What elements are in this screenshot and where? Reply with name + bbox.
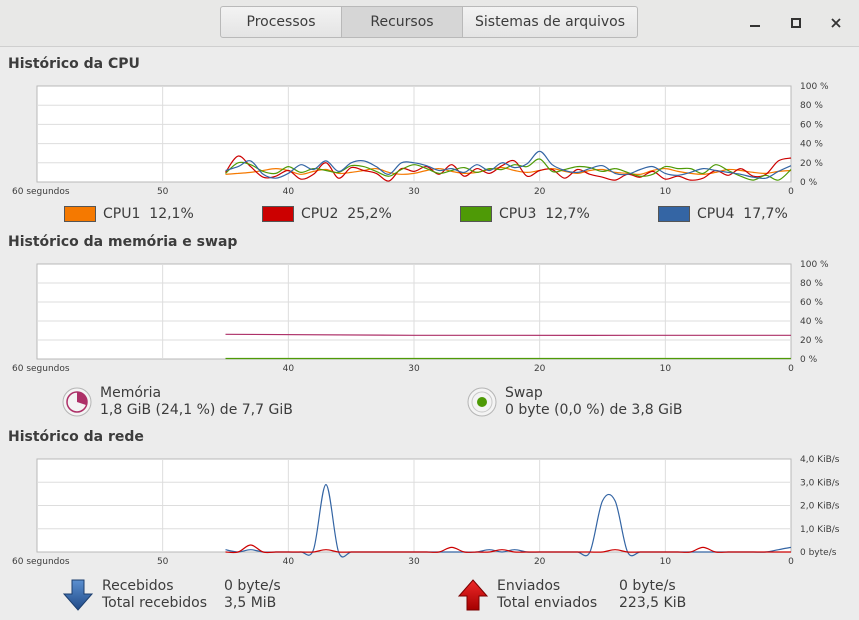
cpu-y-tick-label: 100 % (800, 82, 829, 92)
cpu1-legend: CPU1 12,1% (64, 206, 194, 222)
cpu2-color-swatch[interactable] (262, 206, 294, 222)
memory-y-tick-label: 60 % (800, 298, 823, 308)
cpu-series-cpu4 (225, 150, 792, 180)
memory-history-title: Histórico da memória e swap (8, 234, 238, 250)
memory-x-tick-label: 10 (660, 364, 672, 374)
network-y-tick-label: 4,0 KiB/s (800, 455, 840, 465)
cpu-x-tick-label: 60 segundos (12, 187, 70, 197)
network-y-tick-label: 0 byte/s (800, 548, 837, 558)
cpu-x-tick-label: 10 (660, 187, 672, 197)
memory-label: Memória (100, 385, 162, 401)
total-received-label: Total recebidos (102, 595, 208, 611)
download-arrow-icon[interactable] (62, 578, 94, 612)
memory-x-tick-label: 20 (534, 364, 546, 374)
memory-y-tick-label: 20 % (800, 336, 823, 346)
cpu-series-cpu2 (225, 155, 792, 182)
cpu2-legend: CPU2 25,2% (262, 206, 392, 222)
memory-y-tick-label: 40 % (800, 317, 823, 327)
cpu2-label: CPU2 (301, 206, 339, 222)
close-icon (831, 18, 841, 28)
cpu3-legend: CPU3 12,7% (460, 206, 590, 222)
swap-legend: Swap 0 byte (0,0 %) de 3,8 GiB (467, 385, 682, 419)
memory-y-tick-label: 0 % (800, 355, 818, 365)
cpu1-label: CPU1 (103, 206, 141, 222)
tab-sistemas-de-arquivos[interactable]: Sistemas de arquivos (463, 6, 638, 38)
tab-processos[interactable]: Processos (220, 6, 342, 38)
cpu-x-tick-label: 20 (534, 187, 546, 197)
network-x-tick-label: 10 (660, 557, 672, 567)
memory-x-tick-label: 40 (283, 364, 295, 374)
network-series-recebidos (225, 483, 792, 558)
network-x-tick-label: 30 (408, 557, 420, 567)
total-sent-label: Total enviados (497, 595, 598, 611)
memory-pie-icon[interactable] (62, 387, 92, 417)
network-x-tick-label: 40 (283, 557, 295, 567)
cpu-series-cpu3 (225, 158, 792, 181)
sent-legend: Enviados 0 byte/s Total enviados 223,5 K… (457, 578, 686, 612)
memory-x-tick-label: 0 (788, 364, 794, 374)
total-received-value: 3,5 MiB (224, 595, 277, 611)
network-history-title: Histórico da rede (8, 429, 144, 445)
swap-pie-icon[interactable] (467, 387, 497, 417)
memory-plot-area (36, 263, 792, 360)
received-label: Recebidos (102, 578, 174, 594)
network-series-enviados (225, 544, 791, 554)
received-rate: 0 byte/s (224, 578, 281, 594)
cpu1-value: 12,1% (149, 206, 194, 222)
network-plot-area (36, 458, 792, 553)
cpu2-value: 25,2% (347, 206, 392, 222)
network-x-tick-label: 50 (157, 557, 169, 567)
cpu-plot-area (36, 85, 792, 183)
network-x-tick-label: 60 segundos (12, 557, 70, 567)
total-sent-value: 223,5 KiB (619, 595, 687, 611)
cpu-y-tick-label: 20 % (800, 159, 823, 169)
maximize-button[interactable] (785, 12, 807, 34)
network-x-tick-label: 20 (534, 557, 546, 567)
cpu-y-tick-label: 60 % (800, 120, 823, 130)
cpu-y-tick-label: 0 % (800, 178, 818, 188)
network-y-tick-label: 3,0 KiB/s (800, 478, 840, 488)
cpu-x-tick-label: 30 (408, 187, 420, 197)
cpu3-color-swatch[interactable] (460, 206, 492, 222)
memory-y-tick-label: 80 % (800, 279, 823, 289)
memory-series-memória (225, 333, 792, 336)
network-y-tick-label: 2,0 KiB/s (800, 502, 840, 512)
cpu3-label: CPU3 (499, 206, 537, 222)
cpu4-color-swatch[interactable] (658, 206, 690, 222)
cpu3-value: 12,7% (545, 206, 590, 222)
swap-label: Swap (505, 385, 543, 401)
cpu-x-tick-label: 50 (157, 187, 169, 197)
minimize-icon (750, 25, 760, 27)
cpu-y-tick-label: 40 % (800, 140, 823, 150)
memory-x-tick-label: 30 (408, 364, 420, 374)
cpu-x-tick-label: 0 (788, 187, 794, 197)
cpu1-color-swatch[interactable] (64, 206, 96, 222)
minimize-button[interactable] (744, 12, 766, 34)
cpu-x-tick-label: 40 (283, 187, 295, 197)
network-x-tick-label: 0 (788, 557, 794, 567)
upload-arrow-icon[interactable] (457, 578, 489, 612)
view-switcher: Processos Recursos Sistemas de arquivos (220, 6, 638, 38)
memory-x-tick-label: 60 segundos (12, 364, 70, 374)
cpu4-value: 17,7% (743, 206, 788, 222)
sent-rate: 0 byte/s (619, 578, 676, 594)
close-button[interactable] (825, 12, 847, 34)
network-y-tick-label: 1,0 KiB/s (800, 525, 840, 535)
memory-detail: 1,8 GiB (24,1 %) de 7,7 GiB (100, 402, 293, 418)
cpu4-label: CPU4 (697, 206, 735, 222)
tab-recursos[interactable]: Recursos (342, 6, 463, 38)
received-legend: Recebidos 0 byte/s Total recebidos 3,5 M… (62, 578, 281, 612)
cpu-y-tick-label: 80 % (800, 101, 823, 111)
header-bar: Processos Recursos Sistemas de arquivos (0, 0, 859, 47)
cpu-series-cpu1 (225, 166, 792, 176)
maximize-icon (791, 18, 801, 28)
memory-y-tick-label: 100 % (800, 260, 829, 270)
memory-legend: Memória 1,8 GiB (24,1 %) de 7,7 GiB (62, 385, 293, 419)
cpu4-legend: CPU4 17,7% (658, 206, 788, 222)
cpu-history-title: Histórico da CPU (8, 56, 140, 72)
swap-detail: 0 byte (0,0 %) de 3,8 GiB (505, 402, 683, 418)
sent-label: Enviados (497, 578, 561, 594)
